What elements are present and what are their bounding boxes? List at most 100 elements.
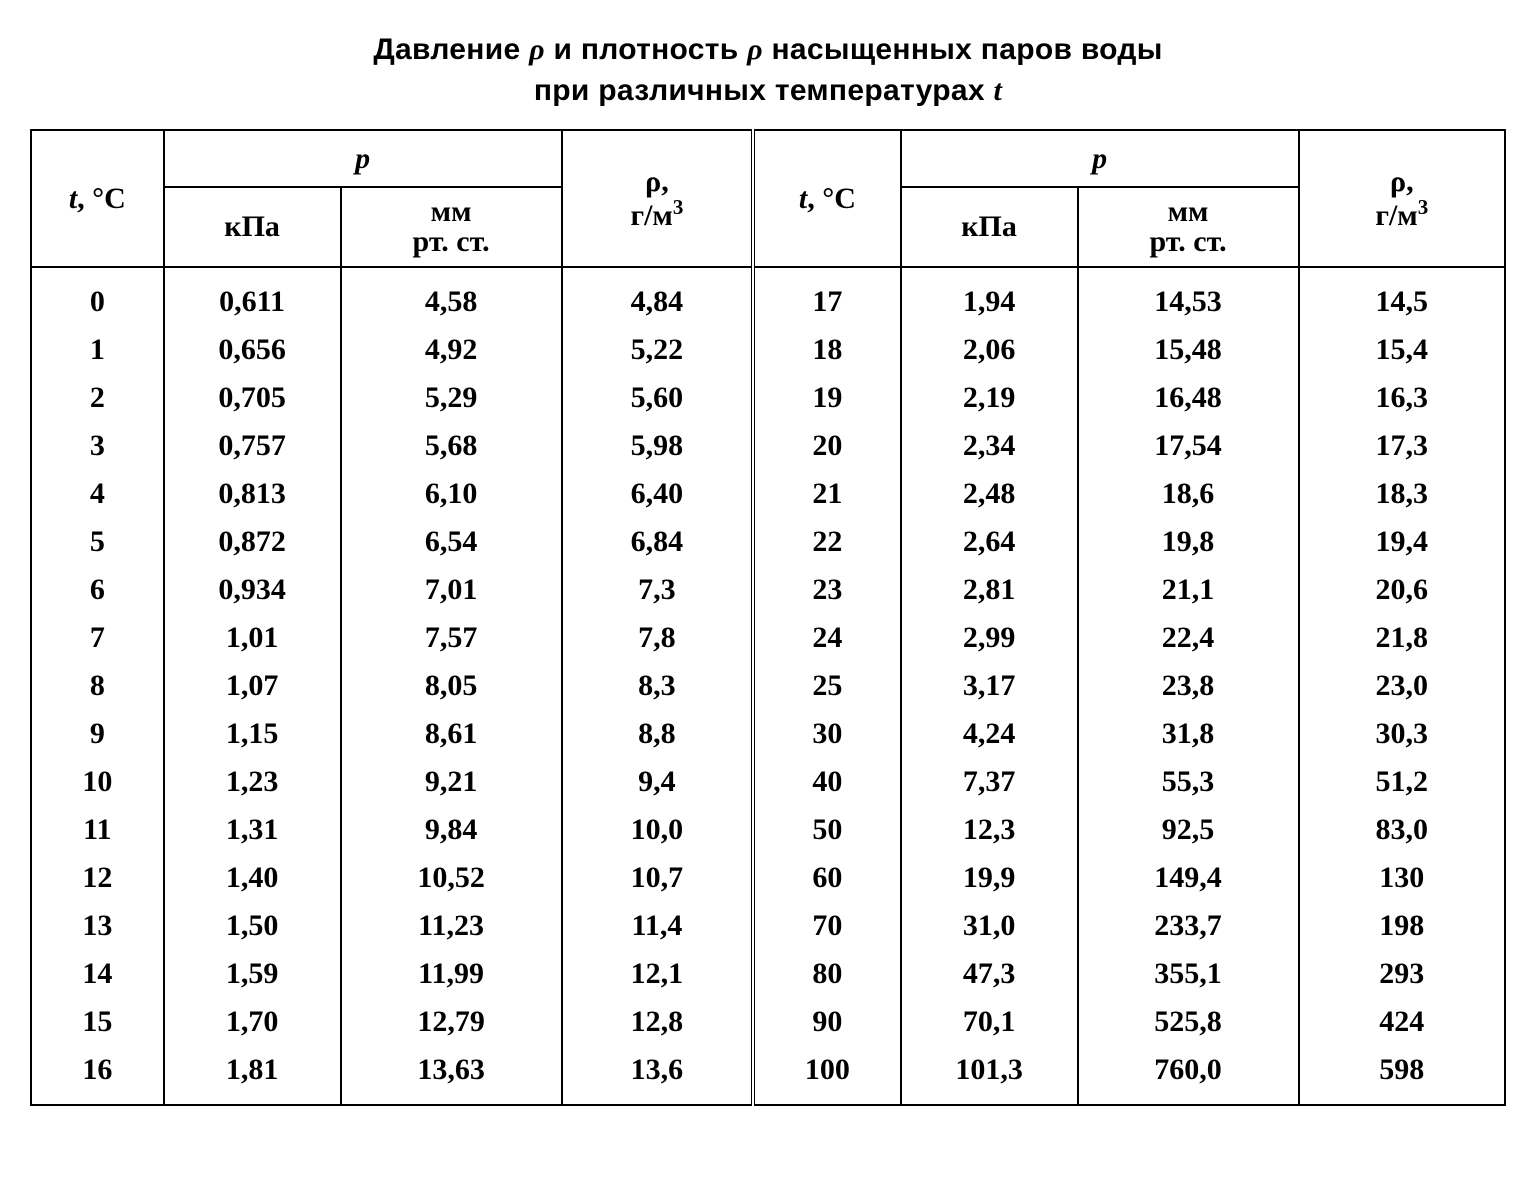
table-cell: 293 <box>1299 950 1505 998</box>
table-cell: 15,48 <box>1078 326 1299 374</box>
table-cell: 70 <box>753 902 900 950</box>
table-cell: 21,1 <box>1078 566 1299 614</box>
table-cell: 14,5 <box>1299 267 1505 326</box>
table-cell: 7 <box>31 614 164 662</box>
header-kpa-1: кПа <box>164 187 341 267</box>
table-cell: 7,8 <box>562 614 754 662</box>
table-cell: 760,0 <box>1078 1046 1299 1105</box>
table-row: 81,078,058,3253,1723,823,0 <box>31 662 1505 710</box>
table-cell: 4,24 <box>901 710 1078 758</box>
table-cell: 8,05 <box>341 662 562 710</box>
header-rho-1: ρ,г/м3 <box>562 130 754 267</box>
table-cell: 8,61 <box>341 710 562 758</box>
table-cell: 3,17 <box>901 662 1078 710</box>
table-cell: 9 <box>31 710 164 758</box>
table-cell: 1,40 <box>164 854 341 902</box>
title-rho-2: ρ <box>747 33 763 66</box>
table-cell: 5,29 <box>341 374 562 422</box>
title-part-1: Давление <box>373 33 529 66</box>
table-cell: 17 <box>753 267 900 326</box>
table-cell: 11,99 <box>341 950 562 998</box>
table-cell: 23,8 <box>1078 662 1299 710</box>
table-cell: 12,1 <box>562 950 754 998</box>
table-row: 111,319,8410,05012,392,583,0 <box>31 806 1505 854</box>
table-row: 151,7012,7912,89070,1525,8424 <box>31 998 1505 1046</box>
table-cell: 2,19 <box>901 374 1078 422</box>
vapor-table: t, °C p ρ,г/м3 t, °C p ρ,г/м3 кПа ммрт. … <box>30 129 1506 1106</box>
table-cell: 1,15 <box>164 710 341 758</box>
table-cell: 20,6 <box>1299 566 1505 614</box>
table-cell: 15 <box>31 998 164 1046</box>
table-cell: 21 <box>753 470 900 518</box>
table-row: 71,017,577,8242,9922,421,8 <box>31 614 1505 662</box>
table-cell: 51,2 <box>1299 758 1505 806</box>
title-part-3: насыщенных паров воды <box>763 33 1163 66</box>
table-cell: 10,0 <box>562 806 754 854</box>
table-cell: 90 <box>753 998 900 1046</box>
table-cell: 2 <box>31 374 164 422</box>
table-cell: 1,01 <box>164 614 341 662</box>
table-cell: 6,40 <box>562 470 754 518</box>
table-cell: 3 <box>31 422 164 470</box>
table-cell: 31,8 <box>1078 710 1299 758</box>
table-cell: 14 <box>31 950 164 998</box>
table-cell: 5,60 <box>562 374 754 422</box>
table-body: 00,6114,584,84171,9414,5314,510,6564,925… <box>31 267 1505 1105</box>
table-cell: 5,68 <box>341 422 562 470</box>
table-cell: 130 <box>1299 854 1505 902</box>
table-cell: 4,58 <box>341 267 562 326</box>
table-row: 121,4010,5210,76019,9149,4130 <box>31 854 1505 902</box>
table-cell: 8 <box>31 662 164 710</box>
table-cell: 40 <box>753 758 900 806</box>
table-cell: 60 <box>753 854 900 902</box>
table-row: 20,7055,295,60192,1916,4816,3 <box>31 374 1505 422</box>
table-cell: 4,92 <box>341 326 562 374</box>
table-cell: 10 <box>31 758 164 806</box>
table-cell: 424 <box>1299 998 1505 1046</box>
table-cell: 21,8 <box>1299 614 1505 662</box>
table-cell: 5,98 <box>562 422 754 470</box>
table-cell: 598 <box>1299 1046 1505 1105</box>
table-cell: 50 <box>753 806 900 854</box>
table-row: 50,8726,546,84222,6419,819,4 <box>31 518 1505 566</box>
table-cell: 2,34 <box>901 422 1078 470</box>
table-cell: 13 <box>31 902 164 950</box>
table-cell: 22 <box>753 518 900 566</box>
table-cell: 2,48 <box>901 470 1078 518</box>
table-cell: 19,4 <box>1299 518 1505 566</box>
header-kpa-2: кПа <box>901 187 1078 267</box>
table-cell: 10,7 <box>562 854 754 902</box>
table-row: 161,8113,6313,6100101,3760,0598 <box>31 1046 1505 1105</box>
table-cell: 11,23 <box>341 902 562 950</box>
header-p-1: p <box>164 130 562 187</box>
table-cell: 7,37 <box>901 758 1078 806</box>
table-cell: 18,3 <box>1299 470 1505 518</box>
table-cell: 2,64 <box>901 518 1078 566</box>
table-cell: 25 <box>753 662 900 710</box>
table-cell: 7,01 <box>341 566 562 614</box>
table-cell: 20 <box>753 422 900 470</box>
table-cell: 24 <box>753 614 900 662</box>
table-row: 00,6114,584,84171,9414,5314,5 <box>31 267 1505 326</box>
table-row: 131,5011,2311,47031,0233,7198 <box>31 902 1505 950</box>
table-cell: 13,6 <box>562 1046 754 1105</box>
table-cell: 7,57 <box>341 614 562 662</box>
table-cell: 2,06 <box>901 326 1078 374</box>
table-cell: 233,7 <box>1078 902 1299 950</box>
title-t: t <box>994 74 1003 107</box>
table-cell: 1 <box>31 326 164 374</box>
table-cell: 47,3 <box>901 950 1078 998</box>
table-cell: 11,4 <box>562 902 754 950</box>
table-cell: 100 <box>753 1046 900 1105</box>
table-cell: 31,0 <box>901 902 1078 950</box>
table-cell: 10,52 <box>341 854 562 902</box>
table-cell: 12,3 <box>901 806 1078 854</box>
table-cell: 1,31 <box>164 806 341 854</box>
table-cell: 92,5 <box>1078 806 1299 854</box>
table-cell: 12,8 <box>562 998 754 1046</box>
header-mmhg-2: ммрт. ст. <box>1078 187 1299 267</box>
table-cell: 16,48 <box>1078 374 1299 422</box>
table-cell: 17,3 <box>1299 422 1505 470</box>
table-cell: 0 <box>31 267 164 326</box>
table-cell: 149,4 <box>1078 854 1299 902</box>
